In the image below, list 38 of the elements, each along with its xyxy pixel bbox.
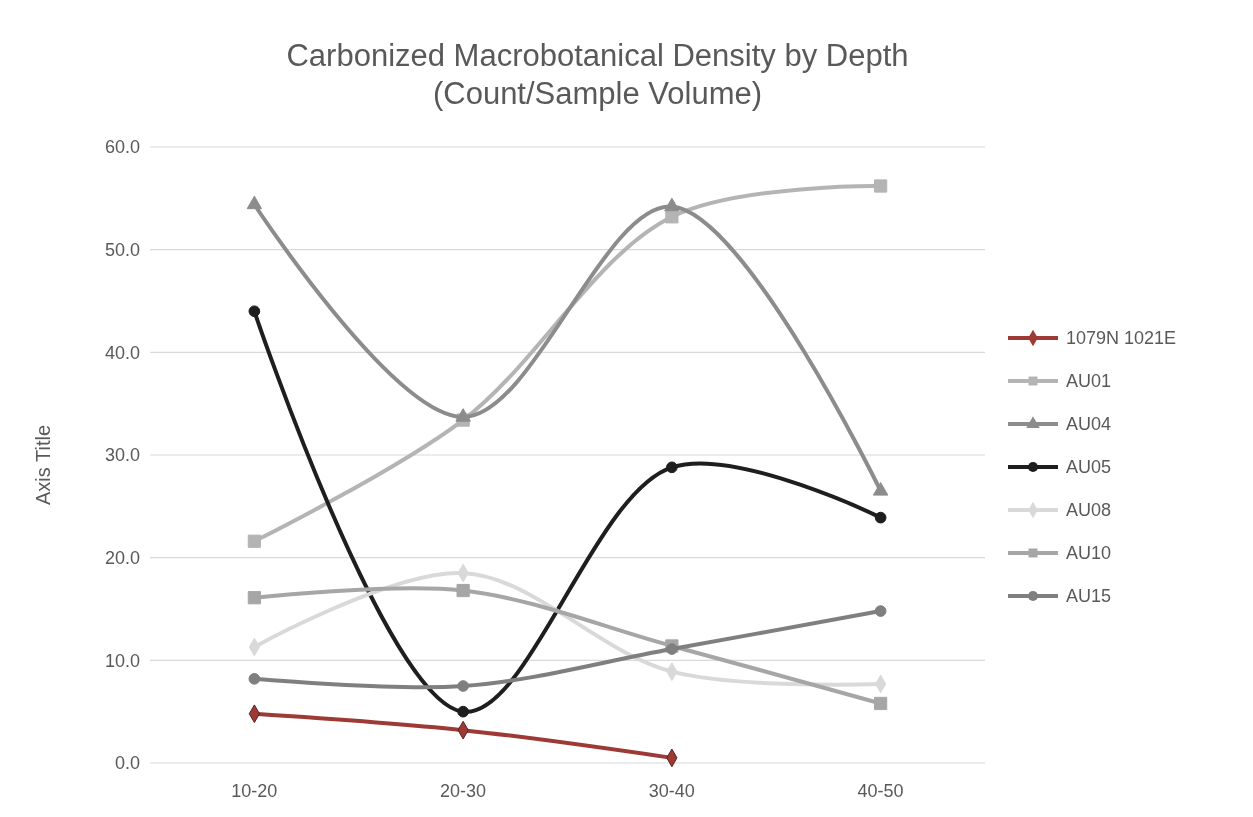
y-tick-label: 30.0: [104, 445, 140, 466]
legend-label: AU15: [1066, 586, 1112, 607]
point: [247, 534, 261, 548]
y-tick-label: 0.0: [114, 753, 140, 774]
legend-label: AU10: [1066, 543, 1112, 564]
x-tick-label: 30-40: [648, 781, 695, 801]
point: [248, 305, 261, 318]
legend-label: 1079N 1021E: [1066, 328, 1177, 349]
legend-label: AU05: [1066, 457, 1112, 478]
legend-label: AU01: [1066, 371, 1112, 392]
y-tick-label: 50.0: [104, 239, 140, 260]
y-tick-label: 60.0: [104, 137, 140, 158]
point: [874, 179, 888, 193]
point: [874, 696, 888, 711]
x-tick-label: 20-30: [440, 781, 487, 801]
point: [664, 197, 680, 212]
y-tick-label: 20.0: [104, 547, 140, 568]
point: [248, 672, 261, 685]
point: [455, 408, 471, 422]
point: [457, 680, 469, 692]
point: [456, 583, 470, 598]
y-tick-label: 10.0: [104, 650, 140, 671]
point: [874, 605, 887, 617]
y-tick-label: 40.0: [104, 342, 140, 363]
x-tick-label: 40-50: [857, 781, 904, 801]
point: [666, 643, 678, 655]
y-axis-title: Axis Title: [32, 424, 54, 506]
point: [457, 705, 469, 718]
point: [874, 511, 887, 524]
x-tick-label: 10-20: [231, 781, 278, 801]
point: [666, 461, 678, 474]
point: [247, 591, 261, 605]
chart-title: Carbonized Macrobotanical Density by Depth (Count/Sample Volume): [286, 38, 909, 111]
point: [246, 195, 263, 210]
legend-label: AU08: [1066, 500, 1112, 521]
point: [665, 210, 679, 224]
legend-label: AU04: [1066, 414, 1112, 435]
point: [872, 482, 889, 496]
